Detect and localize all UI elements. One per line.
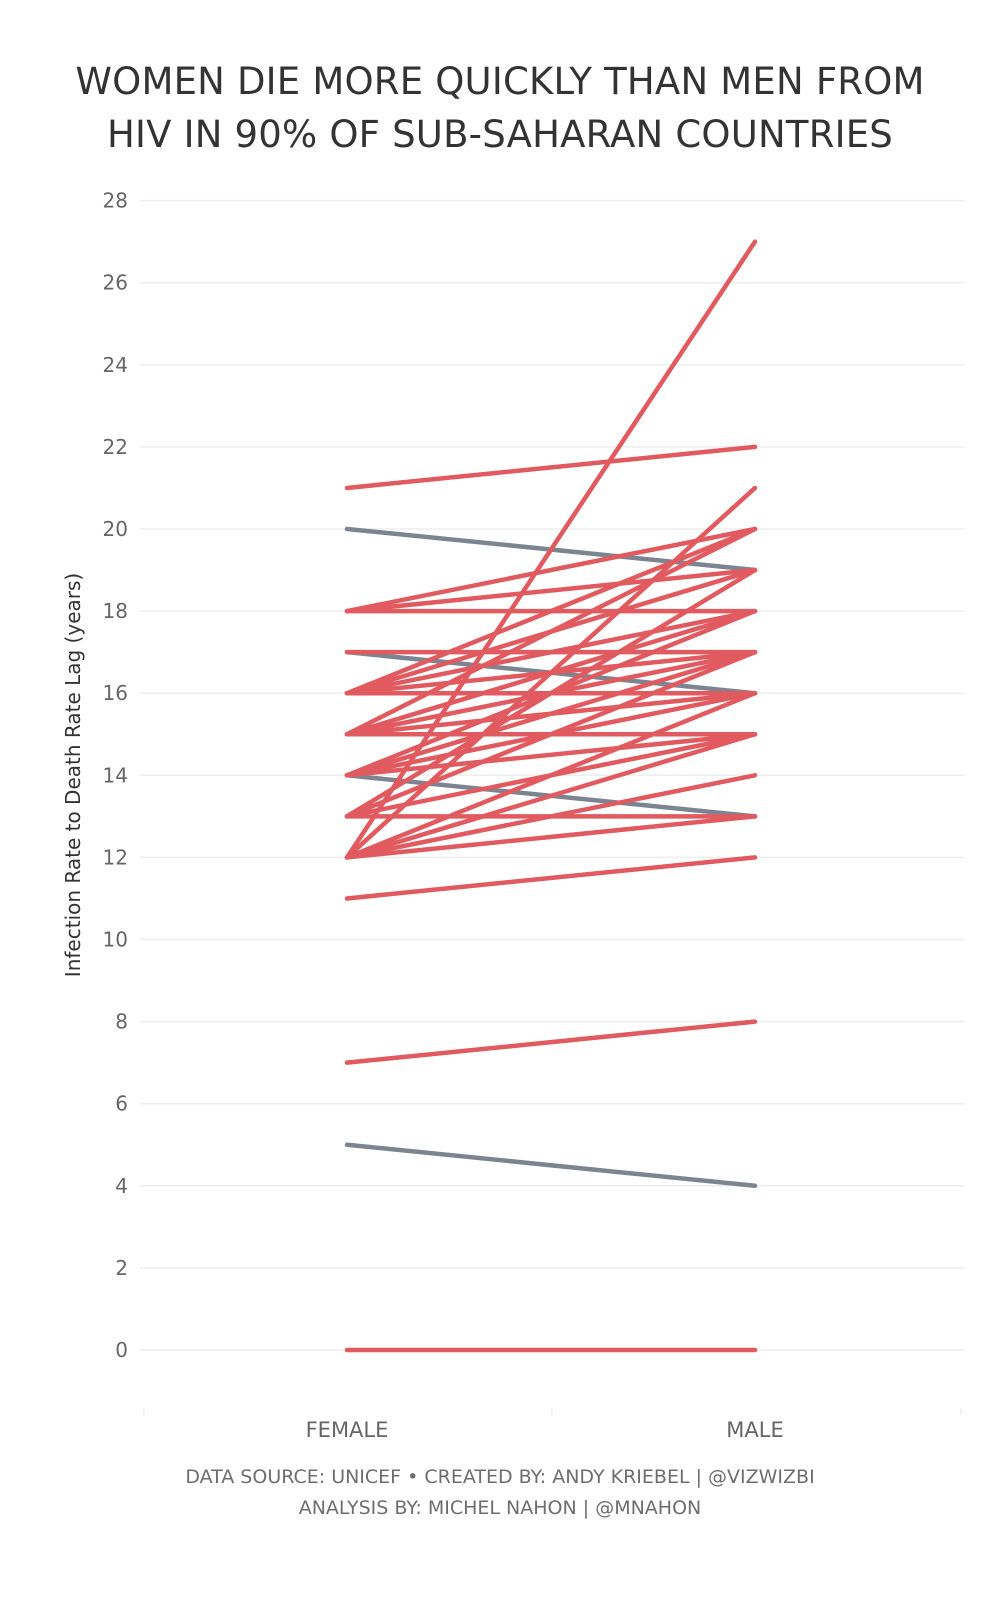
y-tick-label-4: 4: [115, 1174, 128, 1198]
y-tick-label-6: 6: [115, 1092, 128, 1116]
series-lines: [344, 239, 758, 1353]
series-line-28-female-faster[interactable]: [344, 814, 758, 860]
series-line-30-female-faster[interactable]: [344, 1019, 758, 1065]
series-line-5-female-faster[interactable]: [344, 526, 758, 614]
footer-source-credit: DATA SOURCE: UNICEF • CREATED BY: ANDY K…: [185, 1466, 815, 1488]
series-line-1-female-faster[interactable]: [344, 444, 758, 491]
y-tick-label-10: 10: [103, 928, 128, 952]
series-line-14-female-faster[interactable]: [344, 649, 758, 696]
chart-title-line-2: HIV IN 90% OF SUB-SAHARAN COUNTRIES: [106, 113, 893, 156]
footer-credits: DATA SOURCE: UNICEF • CREATED BY: ANDY K…: [0, 1462, 1000, 1524]
x-category-label-male: MALE: [726, 1418, 783, 1442]
y-tick-label-20: 20: [103, 517, 128, 541]
y-tick-label-28: 28: [103, 189, 128, 213]
y-tick-label-22: 22: [103, 435, 128, 459]
x-category-label-female: FEMALE: [306, 1418, 389, 1442]
series-line-23-female-faster[interactable]: [344, 732, 758, 860]
series-line-7-female-faster[interactable]: [344, 567, 758, 696]
series-line-8-female-faster[interactable]: [344, 567, 758, 614]
y-tick-label-18: 18: [103, 599, 128, 623]
y-tick-label-8: 8: [115, 1010, 128, 1034]
series-line-24-female-faster[interactable]: [344, 732, 758, 778]
y-tick-label-0: 0: [115, 1338, 128, 1362]
series-line-19-female-faster[interactable]: [344, 690, 758, 737]
series-line-29-female-faster[interactable]: [344, 855, 758, 901]
y-axis-title: Infection Rate to Death Rate Lag (years): [61, 573, 85, 977]
y-tick-label-14: 14: [103, 763, 128, 787]
y-tick-label-24: 24: [103, 353, 128, 377]
series-line-25-female-faster[interactable]: [344, 732, 758, 819]
y-tick-label-16: 16: [103, 681, 128, 705]
y-tick-label-12: 12: [103, 845, 128, 869]
series-line-35-male-faster[interactable]: [344, 1142, 758, 1189]
y-tick-label-2: 2: [115, 1256, 128, 1280]
x-axis: FEMALE MALE: [143, 1408, 962, 1442]
footer-analysis-credit: ANALYSIS BY: MICHEL NAHON | @MNAHON: [298, 1497, 702, 1519]
y-tick-label-26: 26: [103, 271, 128, 295]
chart-title: WOMEN DIE MORE QUICKLY THAN MEN FROM HIV…: [0, 55, 1000, 161]
chart-title-line-1: WOMEN DIE MORE QUICKLY THAN MEN FROM: [75, 60, 925, 103]
